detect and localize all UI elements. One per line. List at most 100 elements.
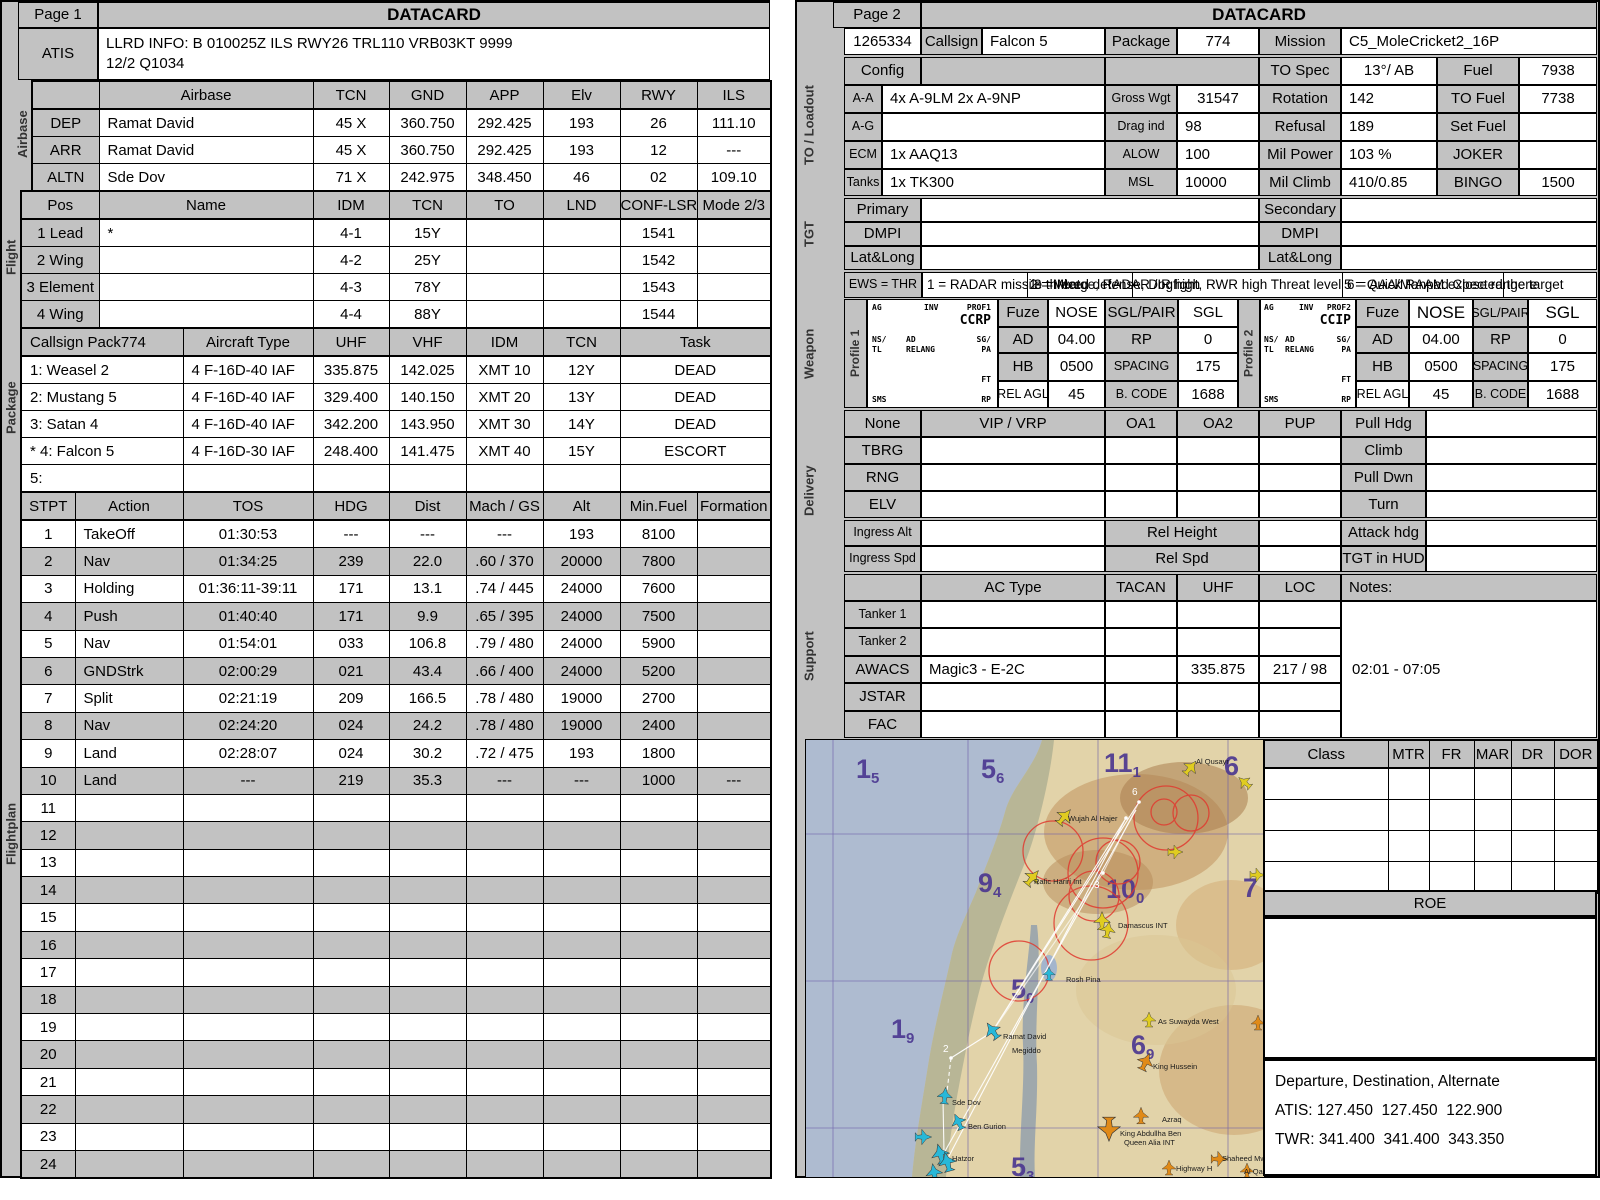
table-cell: 143.950: [388, 410, 467, 438]
table-cell: .78 / 480: [465, 684, 544, 713]
package-callsign-header: Callsign Pack774: [20, 327, 184, 357]
flightplan-row: 9 Land 02:28:07 024 30.2.72 / 475 193 1800: [20, 739, 772, 768]
table-cell: 24000: [542, 629, 621, 658]
spacing-value: 175: [1178, 353, 1238, 381]
svg-text:3: 3: [1094, 880, 1100, 891]
table-cell: 111.10: [696, 108, 772, 137]
flightplan-row: 5 Nav 01:54:01 033 106.8.79 / 480 24000 5900: [20, 629, 772, 658]
svg-text:111: 111: [1104, 748, 1141, 781]
tanker2-type: [921, 628, 1105, 656]
table-cell: [542, 1095, 621, 1124]
table-cell: [1510, 830, 1555, 862]
table-cell: [1263, 767, 1389, 800]
table-cell: [542, 1013, 621, 1042]
table-cell: [312, 1013, 390, 1042]
callsign-value: Falcon 5: [982, 28, 1105, 55]
table-cell: Ramat David: [98, 136, 314, 164]
ad-label: AD: [1356, 327, 1409, 353]
column-header: STPT: [20, 491, 76, 521]
table-cell: [312, 958, 390, 987]
table-cell: 209: [312, 684, 390, 713]
airbase-row: ARR Ramat David 45 X 360.750 292.425 193 12 ---: [31, 136, 772, 164]
table-cell: [74, 821, 184, 850]
attack-hdg-label: Attack hdg: [1341, 520, 1426, 546]
flight-table: Pos Name IDM TCN TO LND CONF-LSR Mode 2/…: [20, 190, 772, 329]
table-cell: [696, 793, 772, 823]
table-cell: Ramat David: [98, 108, 314, 137]
ac-type-header: AC Type: [921, 574, 1105, 601]
column-header: Mode 2/3: [696, 190, 772, 220]
table-cell: [182, 985, 314, 1015]
table-cell: 219: [312, 766, 390, 795]
table-cell: ARR: [31, 136, 100, 164]
joker-value: [1519, 141, 1597, 169]
table-cell: ---: [696, 136, 772, 164]
column-header: ILS: [696, 80, 772, 110]
flight-row: 2 Wing 4-2 25Y 1542: [20, 246, 772, 274]
table-cell: 26: [619, 108, 698, 137]
table-cell: [696, 711, 772, 741]
jstar-type: [921, 683, 1105, 711]
jstar-loc: [1259, 683, 1341, 711]
table-cell: [182, 1013, 314, 1042]
ecm-value: 1x AAQ13: [882, 141, 1105, 169]
ews-fragment: 6 = AAA/Manpad Close range target: [1347, 277, 1564, 292]
package-value: 774: [1177, 28, 1259, 55]
table-cell: [1428, 799, 1475, 831]
table-cell: 01:54:01: [182, 629, 314, 658]
table-cell: 5:: [20, 464, 184, 493]
table-cell: 024: [312, 711, 390, 741]
sms-ad: AD: [906, 335, 916, 344]
table-cell: [696, 739, 772, 768]
tacan-header: TACAN: [1105, 574, 1177, 601]
table-cell: [696, 519, 772, 549]
table-cell: ALTN: [31, 163, 100, 192]
flightplan-row: 12: [20, 821, 772, 850]
table-cell: [542, 985, 621, 1015]
table-cell: [98, 300, 314, 329]
set-fuel-value: [1519, 113, 1597, 141]
jstar-uhf: [1177, 683, 1259, 711]
fac-uhf: [1177, 711, 1259, 738]
table-cell: 141.475: [388, 437, 467, 465]
table-cell: 45 X: [312, 108, 390, 137]
table-cell: [542, 876, 621, 905]
empty-cell: [921, 464, 1105, 491]
profile1-sms-box: AG INV PROF1 CCRP NS/ AD SG/ TL RELANG P…: [867, 299, 998, 408]
table-cell: 71 X: [312, 163, 390, 192]
svg-text:56: 56: [981, 754, 1004, 787]
primary-label: Primary: [844, 198, 921, 222]
jstar-tacan: [1105, 683, 1177, 711]
table-cell: 329.400: [312, 383, 390, 411]
flight-row: 3 Element 4-3 78Y 1543: [20, 273, 772, 301]
latlong-value: [921, 246, 1259, 270]
table-cell: [98, 246, 314, 274]
class-row: [1263, 861, 1599, 894]
table-cell: 4: [20, 602, 76, 631]
table-cell: [696, 821, 772, 850]
ad-label: AD: [998, 327, 1048, 353]
table-cell: DEAD: [619, 383, 772, 411]
svg-text:Rosh Pina: Rosh Pina: [1066, 975, 1101, 984]
loadout-row-label: Tanks: [844, 169, 882, 196]
table-cell: [182, 958, 314, 987]
latlong-label: Lat&Long: [1259, 246, 1341, 270]
table-cell: [696, 903, 772, 932]
table-cell: [98, 273, 314, 301]
table-cell: [619, 1149, 698, 1179]
turn-label: Turn: [1341, 491, 1426, 518]
table-cell: [542, 793, 621, 823]
alow-label: ALOW: [1105, 141, 1177, 169]
table-cell: [1553, 830, 1599, 862]
column-header: CONF-LSR: [619, 190, 698, 220]
rotation-value: 142: [1341, 85, 1437, 113]
table-cell: DEAD: [619, 410, 772, 438]
table-cell: [74, 1040, 184, 1069]
tanks-value: 1x TK300: [882, 169, 1105, 196]
column-header: RWY: [619, 80, 698, 110]
table-cell: XMT 30: [465, 410, 544, 438]
table-cell: 1: [20, 519, 76, 549]
flightplan-row: 14: [20, 876, 772, 905]
table-cell: [74, 1149, 184, 1179]
